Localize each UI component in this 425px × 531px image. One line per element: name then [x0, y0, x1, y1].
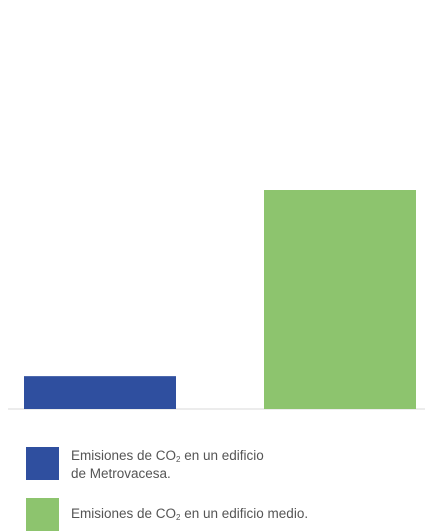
- legend-item-average-building: Emisiones de CO2 en un edificio medio.: [26, 498, 406, 531]
- bar-average-building: [264, 190, 416, 409]
- legend-label-average-building: Emisiones de CO2 en un edificio medio.: [71, 506, 309, 523]
- legend-label-metrovacesa: Emisiones de CO2 en un edificio de Metro…: [71, 448, 264, 481]
- legend-swatch-green: [26, 498, 59, 531]
- legend-item-metrovacesa: Emisiones de CO2 en un edificio de Metro…: [26, 447, 366, 481]
- bar-metrovacesa: [24, 376, 176, 409]
- legend-swatch-blue: [26, 447, 59, 480]
- bar-chart: [8, 190, 425, 410]
